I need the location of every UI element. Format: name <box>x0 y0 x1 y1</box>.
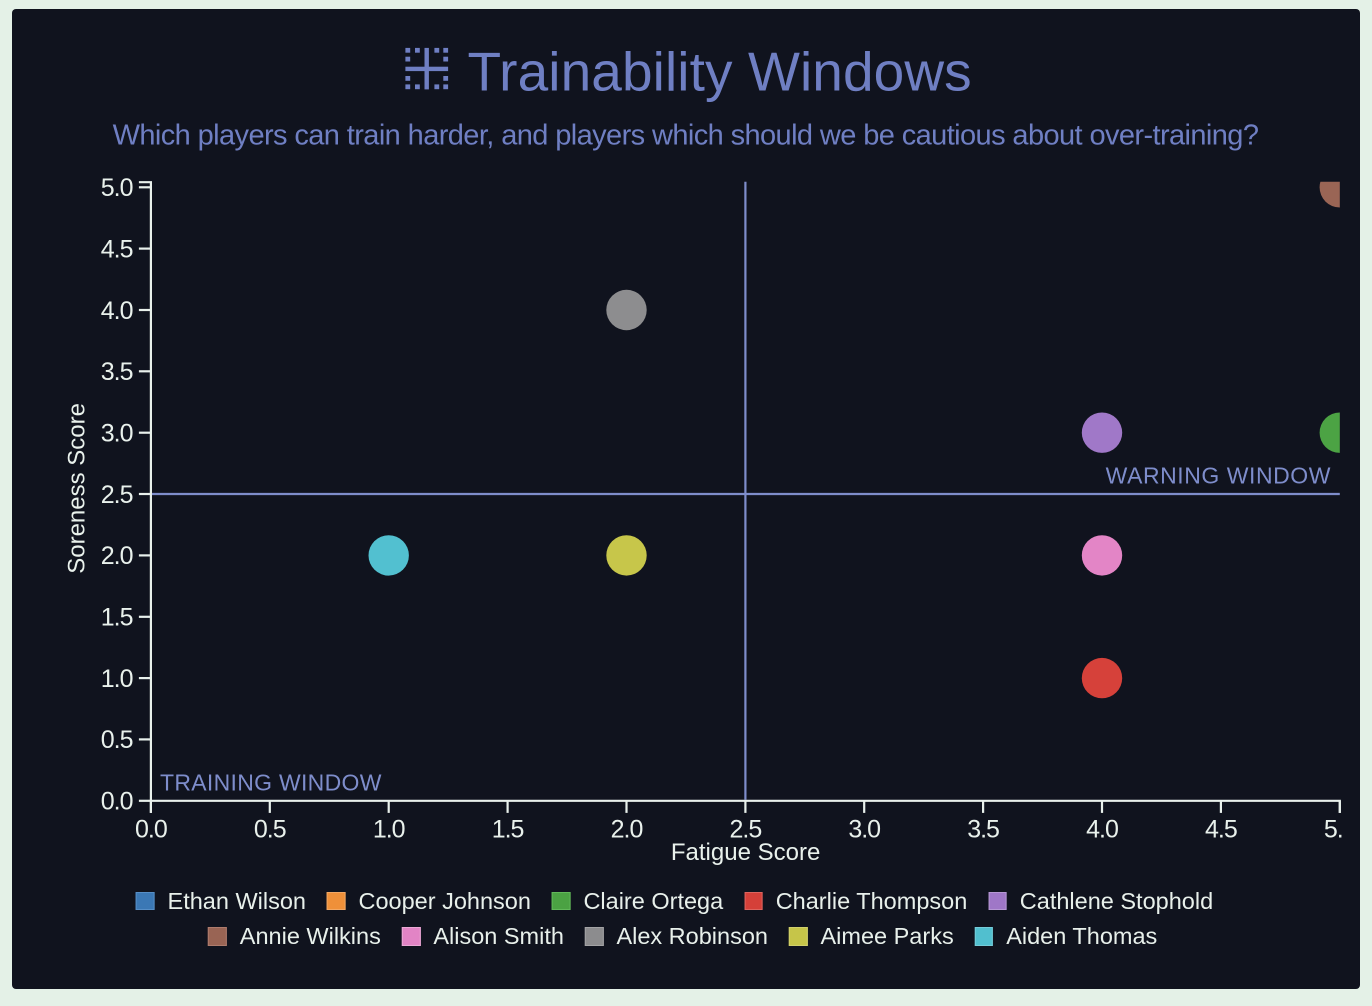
svg-text:2.0: 2.0 <box>101 542 133 570</box>
svg-text:4.0: 4.0 <box>101 297 133 325</box>
svg-text:4.5: 4.5 <box>1205 816 1237 844</box>
svg-text:Fatigue Score: Fatigue Score <box>671 839 820 866</box>
svg-text:2.5: 2.5 <box>101 481 133 509</box>
svg-text:Which players can train harder: Which players can train harder, and play… <box>113 119 1259 151</box>
svg-text:1.0: 1.0 <box>373 816 405 844</box>
svg-text:Trainability Windows: Trainability Windows <box>468 41 972 103</box>
svg-text:3.0: 3.0 <box>848 816 880 844</box>
svg-text:0.0: 0.0 <box>101 788 133 816</box>
svg-text:0.5: 0.5 <box>101 726 133 754</box>
svg-text:2.0: 2.0 <box>611 816 643 844</box>
svg-text:4.5: 4.5 <box>101 235 133 263</box>
svg-text:2.5: 2.5 <box>730 816 762 844</box>
svg-text:5.0: 5.0 <box>1324 816 1356 844</box>
svg-text:0.5: 0.5 <box>254 816 286 844</box>
svg-text:1.5: 1.5 <box>101 604 133 632</box>
svg-text:TRAINING WINDOW: TRAINING WINDOW <box>160 770 382 796</box>
svg-text:1.5: 1.5 <box>492 816 524 844</box>
svg-text:5.0: 5.0 <box>101 174 133 202</box>
svg-text:3.5: 3.5 <box>967 816 999 844</box>
svg-text:WARNING WINDOW: WARNING WINDOW <box>1106 463 1331 489</box>
svg-text:3.0: 3.0 <box>101 420 133 448</box>
svg-text:3.5: 3.5 <box>101 358 133 386</box>
svg-text:0.0: 0.0 <box>135 816 167 844</box>
svg-text:Soreness Score: Soreness Score <box>64 403 91 574</box>
svg-text:1.0: 1.0 <box>101 665 133 693</box>
svg-text:4.0: 4.0 <box>1086 816 1118 844</box>
